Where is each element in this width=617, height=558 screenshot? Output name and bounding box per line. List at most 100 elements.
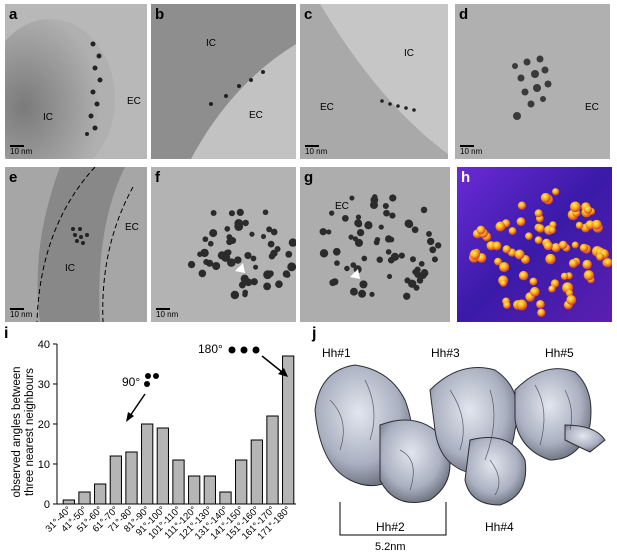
particle (326, 229, 332, 235)
particle (514, 249, 525, 260)
particle (287, 262, 296, 272)
panel-a: a IC EC 10 nm (5, 4, 147, 159)
y-tick-label: 30 (38, 379, 50, 391)
particle (266, 226, 273, 233)
particle (242, 219, 249, 227)
particle (492, 241, 502, 251)
bar (156, 427, 169, 505)
panel-d-scale: 10 nm (460, 145, 483, 156)
particle (250, 278, 258, 286)
particle (187, 260, 196, 269)
particle (591, 219, 602, 230)
particle (469, 249, 481, 260)
panel-e-image (5, 167, 147, 322)
particle (558, 240, 568, 250)
particle (529, 277, 538, 286)
bar-chart: 01020304031°-40°41°-50°51°-60°61°-70°71°… (11, 339, 296, 542)
dot-icon (240, 346, 248, 354)
particle (275, 280, 283, 289)
particle (518, 270, 529, 281)
particle (332, 247, 341, 256)
particle (429, 246, 437, 254)
particle (383, 209, 390, 217)
bar (141, 423, 154, 505)
y-tick-label: 0 (44, 499, 50, 511)
panel-a-ec-label: EC (127, 96, 141, 107)
arrowhead-icon (235, 263, 245, 273)
annotation-90: 90° (122, 375, 140, 389)
particle (319, 249, 329, 258)
particle (569, 201, 581, 213)
y-tick-label: 10 (38, 459, 50, 471)
panel-d: d EC 10 nm (455, 4, 610, 159)
particle (249, 231, 255, 237)
particle (270, 228, 278, 236)
particle (516, 299, 528, 311)
particle (228, 210, 235, 217)
bar (62, 499, 75, 505)
particle (536, 300, 545, 309)
panel-c-letter: c (304, 6, 313, 23)
particle (545, 253, 556, 265)
bar (94, 483, 107, 505)
particle (240, 274, 249, 283)
arrow-icon (261, 355, 283, 373)
panel-d-ec-label: EC (585, 102, 599, 113)
panel-g-ec-label: EC (335, 201, 349, 212)
panel-b: b IC EC (151, 4, 296, 159)
particle (499, 279, 508, 287)
dot-icon (228, 346, 236, 354)
particle (207, 240, 214, 247)
arrowhead-icon (350, 269, 360, 279)
particle (409, 256, 416, 263)
dot-icon (144, 381, 150, 387)
particle (376, 256, 383, 263)
panel-f-image (151, 167, 296, 322)
panel-c-scale: 10 nm (305, 145, 328, 156)
particle (226, 238, 233, 246)
particle (390, 252, 399, 261)
particle (244, 251, 252, 260)
panel-b-ec-label: EC (249, 110, 263, 121)
particle (267, 240, 275, 248)
distance-bracket (339, 502, 447, 536)
particle (416, 277, 424, 284)
particle (540, 192, 551, 203)
particle (210, 210, 217, 216)
bar (203, 475, 216, 505)
particle (536, 224, 545, 233)
particle (344, 265, 350, 272)
y-axis-label: observed angles betweenthree nearest nei… (11, 366, 36, 497)
particle (284, 271, 291, 278)
dot-icon (252, 346, 260, 354)
particle (334, 260, 340, 266)
particle (534, 236, 543, 244)
particle (285, 250, 293, 258)
particle (565, 289, 574, 297)
particle (548, 285, 556, 293)
panel-c-image (300, 4, 448, 159)
particle (537, 308, 546, 317)
particle (209, 229, 218, 238)
particle (420, 206, 428, 214)
panel-d-letter: d (459, 6, 469, 23)
particle (596, 252, 605, 261)
particle (206, 259, 214, 267)
particle (543, 241, 553, 251)
panel-g: g EC (300, 167, 450, 322)
dot-icon (153, 373, 159, 379)
panel-g-letter: g (304, 169, 314, 186)
particle (552, 188, 560, 196)
panel-e-scale: 10 nm (10, 308, 33, 319)
panel-h-image (457, 167, 612, 322)
particle (398, 252, 405, 259)
panel-j-letter: j (312, 325, 317, 342)
arrowhead-icon (126, 412, 134, 422)
panel-f: f 10 nm (151, 167, 296, 322)
hh4-label: Hh#4 (485, 520, 514, 534)
particle (583, 205, 593, 214)
particle (566, 295, 577, 305)
particle (361, 255, 368, 262)
particle (548, 226, 556, 234)
particle (263, 282, 272, 291)
